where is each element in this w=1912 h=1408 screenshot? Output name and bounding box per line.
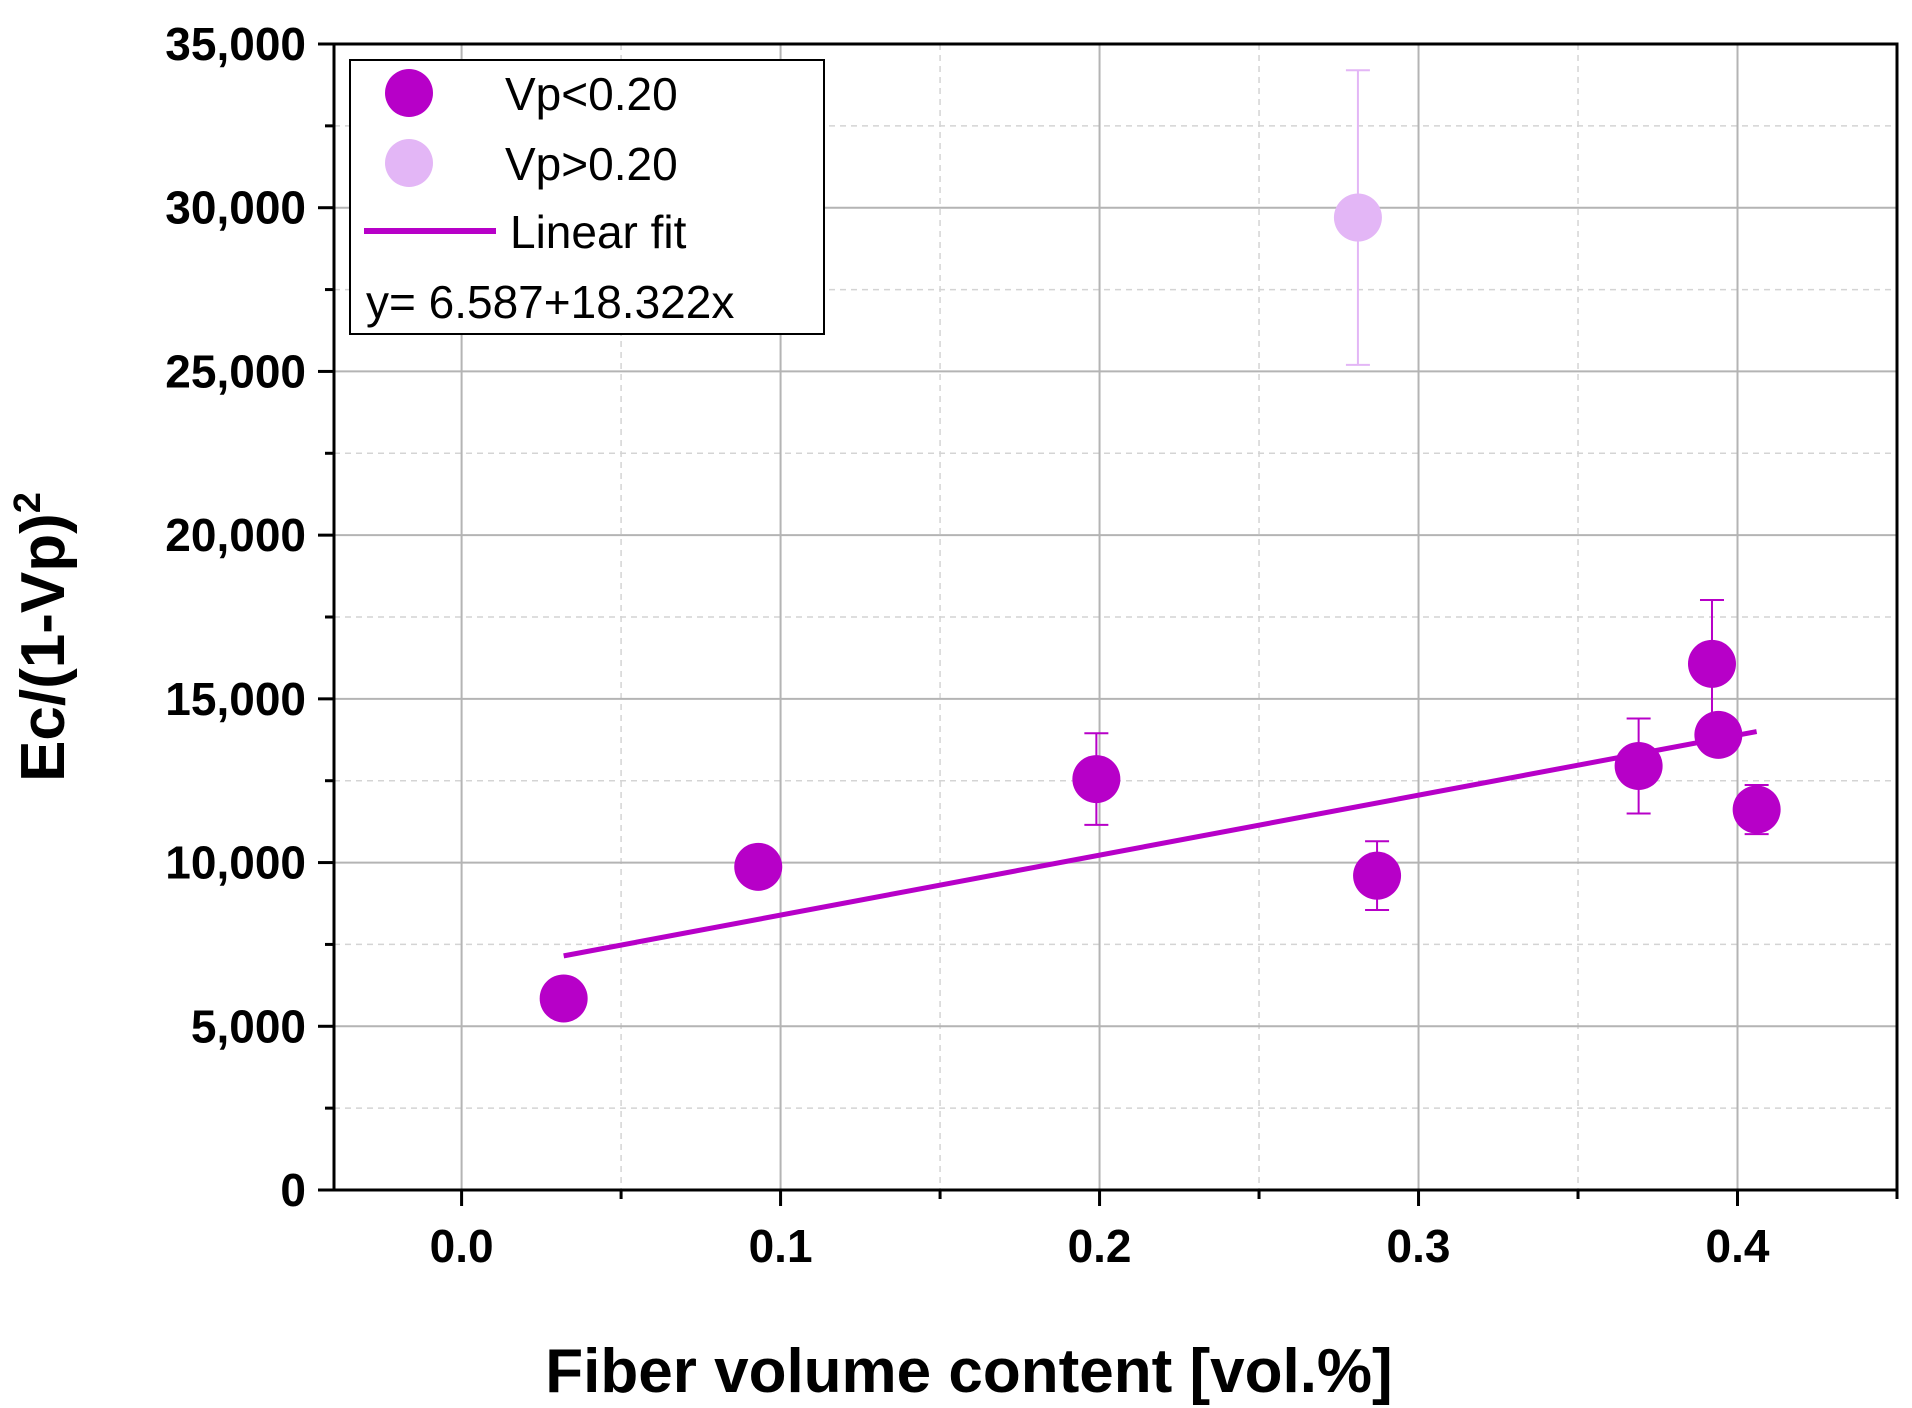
data-point <box>1072 755 1121 804</box>
x-tick-label: 0.2 <box>1068 1220 1132 1272</box>
y-tick-label: 5,000 <box>191 1000 306 1052</box>
x-tick-label: 0.3 <box>1387 1220 1451 1272</box>
legend-label-vp-low: Vp<0.20 <box>505 68 678 120</box>
y-tick-label: 20,000 <box>165 509 306 561</box>
y-tick-label: 0 <box>280 1164 306 1216</box>
fit-equation: y= 6.587+18.322x <box>366 276 734 328</box>
data-point <box>1732 785 1781 834</box>
data-point <box>1353 851 1402 900</box>
y-tick-label: 30,000 <box>165 182 306 234</box>
y-tick-label: 25,000 <box>165 345 306 397</box>
y-tick-label: 35,000 <box>165 18 306 70</box>
linear-fit-line <box>563 729 1758 959</box>
y-tick-label: 10,000 <box>165 837 306 889</box>
data-point <box>1333 193 1382 242</box>
fit-layer <box>563 729 1758 959</box>
legend: Vp<0.20 Vp>0.20 Linear fit y= 6.587+18.3… <box>349 59 825 335</box>
data-point <box>734 842 783 891</box>
x-tick-label: 0.4 <box>1706 1220 1770 1272</box>
legend-marker-vp-low <box>385 69 433 117</box>
x-tick-label: 0.1 <box>749 1220 813 1272</box>
x-tick-label: 0.0 <box>430 1220 494 1272</box>
y-axis-title-superscript: 2 <box>7 492 49 513</box>
x-axis-title: Fiber volume content [vol.%] <box>545 1337 1392 1406</box>
y-axis-title: Ec/(1-Vp)2 <box>7 492 78 782</box>
data-point <box>1614 741 1663 790</box>
y-axis-title-main: Ec/(1-Vp) <box>9 513 78 782</box>
legend-marker-vp-high <box>385 139 433 187</box>
axes: 0.0 0.1 0.2 0.3 0.4 0 5,000 10,000 15,000 20,000 2… <box>165 18 1899 1272</box>
data-point <box>1687 639 1736 688</box>
y-tick-label: 15,000 <box>165 673 306 725</box>
legend-label-fit: Linear fit <box>510 206 687 258</box>
data-point <box>539 974 588 1023</box>
legend-label-vp-high: Vp>0.20 <box>505 138 678 190</box>
points-layer <box>539 69 1781 1023</box>
y-axis-title-group: Ec/(1-Vp)2 <box>7 492 78 782</box>
data-point <box>1694 710 1743 759</box>
